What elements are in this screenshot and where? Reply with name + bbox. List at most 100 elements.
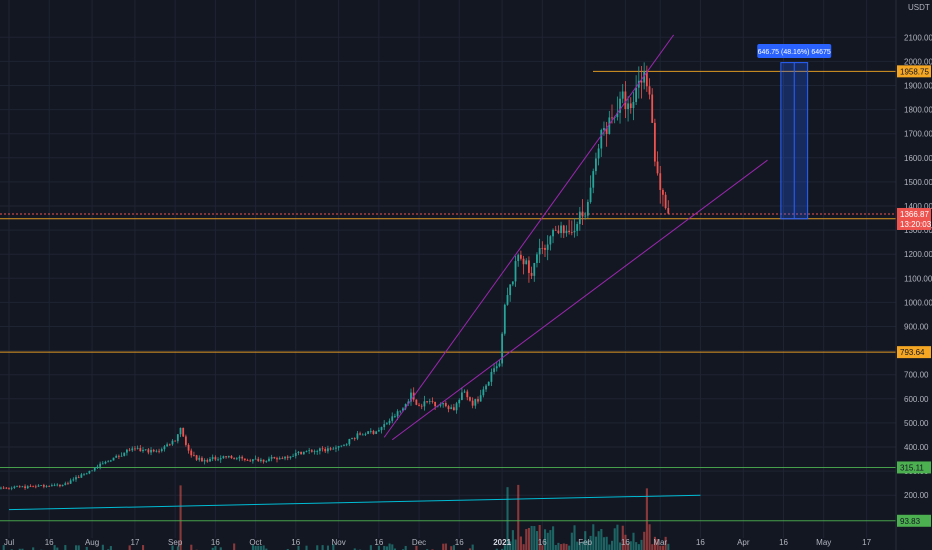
volume-bar — [656, 538, 659, 550]
candle-body — [364, 433, 367, 435]
price-level-tag — [897, 514, 931, 527]
x-tick-label: Feb — [578, 538, 592, 547]
volume-bar — [404, 545, 407, 550]
candle-body — [420, 405, 423, 407]
candle-body — [351, 438, 353, 440]
candle-body — [206, 460, 209, 462]
volume-bar — [554, 545, 557, 550]
grid — [0, 0, 896, 538]
candle-body — [163, 446, 166, 450]
x-tick-label: 2021 — [493, 538, 511, 547]
candle-body — [648, 86, 651, 95]
candle-body — [407, 401, 410, 405]
candle-body — [466, 391, 469, 398]
volume-bar — [560, 544, 563, 550]
volume-bar — [32, 547, 35, 550]
candle-body — [13, 486, 16, 488]
candle-body — [107, 461, 110, 463]
volume-bar — [581, 541, 584, 550]
candle-body — [260, 459, 262, 462]
candle-body — [375, 431, 378, 434]
candle-body — [155, 450, 158, 452]
volume-bar — [632, 532, 635, 550]
volume-bar — [251, 545, 254, 550]
volume-bar — [627, 543, 630, 550]
candle-body — [469, 397, 471, 401]
x-tick-label: Sep — [168, 538, 183, 547]
candle-body — [201, 457, 203, 462]
candle-body — [289, 456, 292, 458]
volume-bar — [517, 484, 520, 550]
candle-body — [104, 461, 107, 464]
candle-body — [667, 208, 670, 214]
candle-body — [93, 467, 96, 471]
volume-bar — [442, 543, 445, 550]
volume-bar — [608, 544, 611, 550]
candle-body — [463, 391, 466, 393]
candle-body — [514, 261, 517, 282]
candle-body — [241, 456, 244, 459]
candle-body — [643, 70, 646, 83]
candle-body — [40, 485, 43, 486]
candle-body — [404, 404, 407, 409]
candle-body — [367, 431, 370, 434]
candle-body — [576, 224, 579, 231]
candle-body — [321, 448, 324, 450]
candle-body — [519, 254, 522, 259]
candle-body — [134, 448, 136, 450]
candle-body — [450, 407, 453, 410]
candle-body — [227, 455, 230, 458]
volume-bar — [64, 545, 67, 550]
volume-bar — [265, 548, 268, 550]
candle-body — [184, 436, 187, 445]
volume-bar — [233, 543, 236, 550]
candle-body — [659, 173, 662, 190]
candle-body — [174, 440, 177, 442]
candle-body — [88, 470, 91, 474]
candle-body — [635, 87, 638, 102]
volume-bar — [621, 525, 624, 550]
candle-body — [335, 447, 337, 449]
candle-body — [50, 485, 53, 487]
x-tick-label: Oct — [249, 538, 262, 547]
candle-body — [265, 461, 268, 462]
candle-body — [455, 403, 458, 411]
volume-bar — [142, 545, 145, 550]
x-tick-label: 16 — [455, 538, 464, 547]
candle-body — [423, 401, 426, 407]
candle-body — [487, 381, 490, 386]
candle-body — [254, 458, 257, 460]
current-price-tag — [897, 207, 931, 230]
candle-body — [284, 456, 286, 459]
candle-body — [99, 463, 102, 467]
candle-body — [410, 392, 412, 402]
candle-body — [26, 486, 29, 489]
y-tick-label: 500.00 — [904, 419, 929, 428]
candle-body — [270, 457, 273, 459]
y-tick-label: 200.00 — [904, 491, 929, 500]
price-level-label: 315.11 — [900, 463, 924, 472]
y-tick-label: 900.00 — [904, 323, 929, 332]
volume-bar — [332, 544, 335, 550]
candle-body — [262, 459, 265, 462]
candle-body — [616, 112, 619, 118]
candle-body — [399, 410, 402, 412]
candle-body — [96, 466, 99, 468]
volume-bar — [18, 548, 21, 550]
candle-body — [316, 451, 319, 452]
candle-body — [42, 485, 45, 487]
candle-body — [21, 486, 24, 488]
candle-body — [190, 450, 193, 456]
candle-body — [396, 411, 399, 417]
volume-bar — [549, 530, 552, 550]
volume-bar — [385, 546, 388, 550]
candle-body — [126, 449, 128, 453]
volume-bar — [326, 545, 330, 550]
candle-body — [503, 304, 506, 334]
candle-body — [600, 129, 603, 149]
y-tick-label: 1600.00 — [904, 154, 932, 163]
volume-bar — [501, 548, 504, 550]
volume-bar — [444, 543, 447, 550]
